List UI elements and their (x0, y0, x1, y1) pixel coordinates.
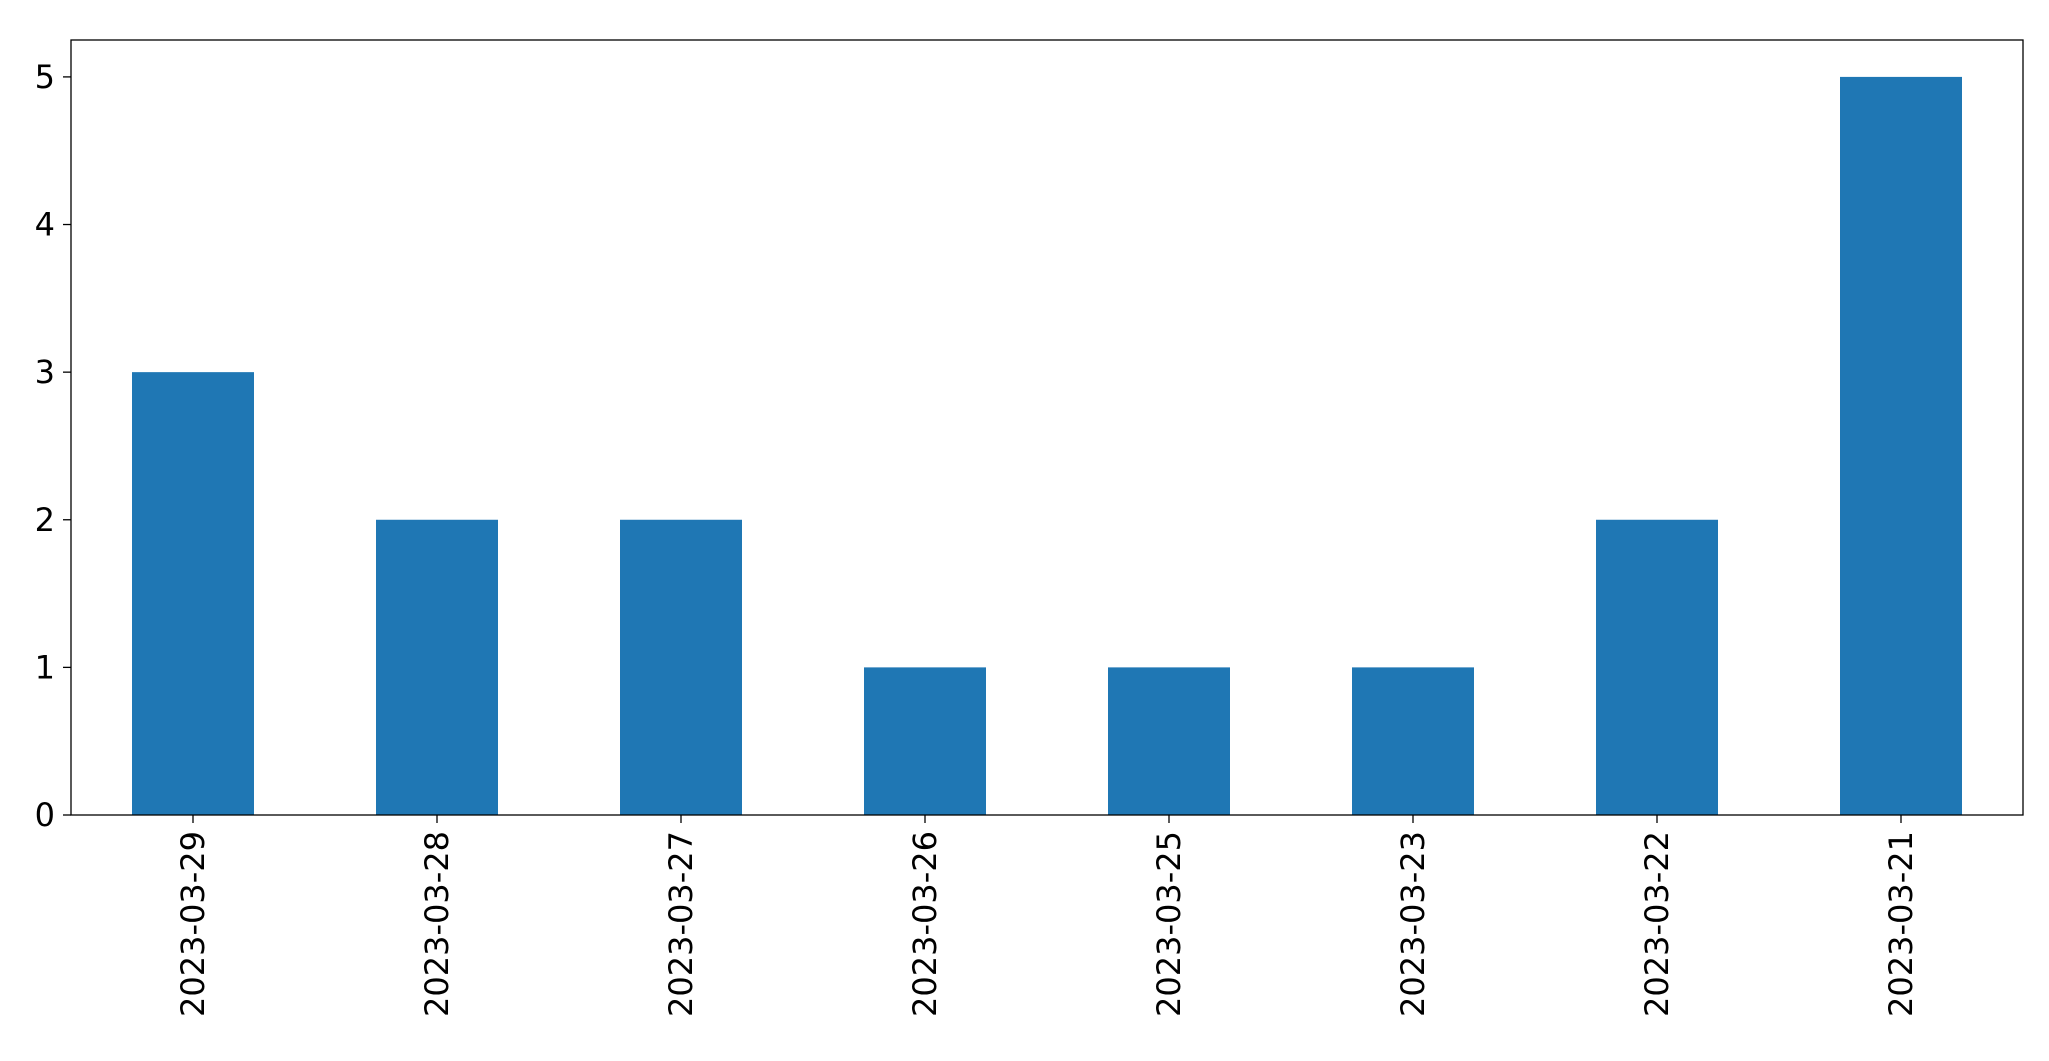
plot-frame (70, 39, 2024, 816)
x-tick-label-2023-03-22: 2023-03-22 (1638, 831, 1676, 1017)
y-axis: 0 1 2 3 4 5 (35, 58, 71, 834)
y-tick-label-3: 3 (35, 353, 55, 391)
x-tick-label-2023-03-26: 2023-03-26 (906, 831, 944, 1017)
bar-2023-03-28 (376, 519, 498, 815)
bar-2023-03-22 (1596, 519, 1718, 815)
x-tick-label-2023-03-23: 2023-03-23 (1394, 831, 1432, 1017)
x-tick-label-2023-03-29: 2023-03-29 (174, 831, 212, 1017)
x-tick-label-2023-03-28: 2023-03-28 (418, 831, 456, 1017)
y-tick-label-0: 0 (35, 796, 55, 834)
x-tick-label-2023-03-25: 2023-03-25 (1150, 831, 1188, 1017)
y-tick-label-2: 2 (35, 501, 55, 539)
bar-2023-03-29 (132, 372, 254, 815)
x-axis: 2023-03-29 2023-03-28 2023-03-27 2023-03-26… (174, 815, 1920, 1017)
y-tick-label-5: 5 (35, 58, 55, 96)
bar-2023-03-21 (1840, 76, 1962, 815)
bars-group (132, 76, 1962, 815)
y-tick-label-1: 1 (35, 648, 55, 686)
y-tick-label-4: 4 (35, 206, 55, 244)
bar-2023-03-27 (620, 519, 742, 815)
x-tick-label-2023-03-27: 2023-03-27 (662, 831, 700, 1017)
bar-2023-03-23 (1352, 667, 1474, 815)
bar-2023-03-25 (1108, 667, 1230, 815)
bar-2023-03-26 (864, 667, 986, 815)
x-tick-label-2023-03-21: 2023-03-21 (1882, 831, 1920, 1017)
